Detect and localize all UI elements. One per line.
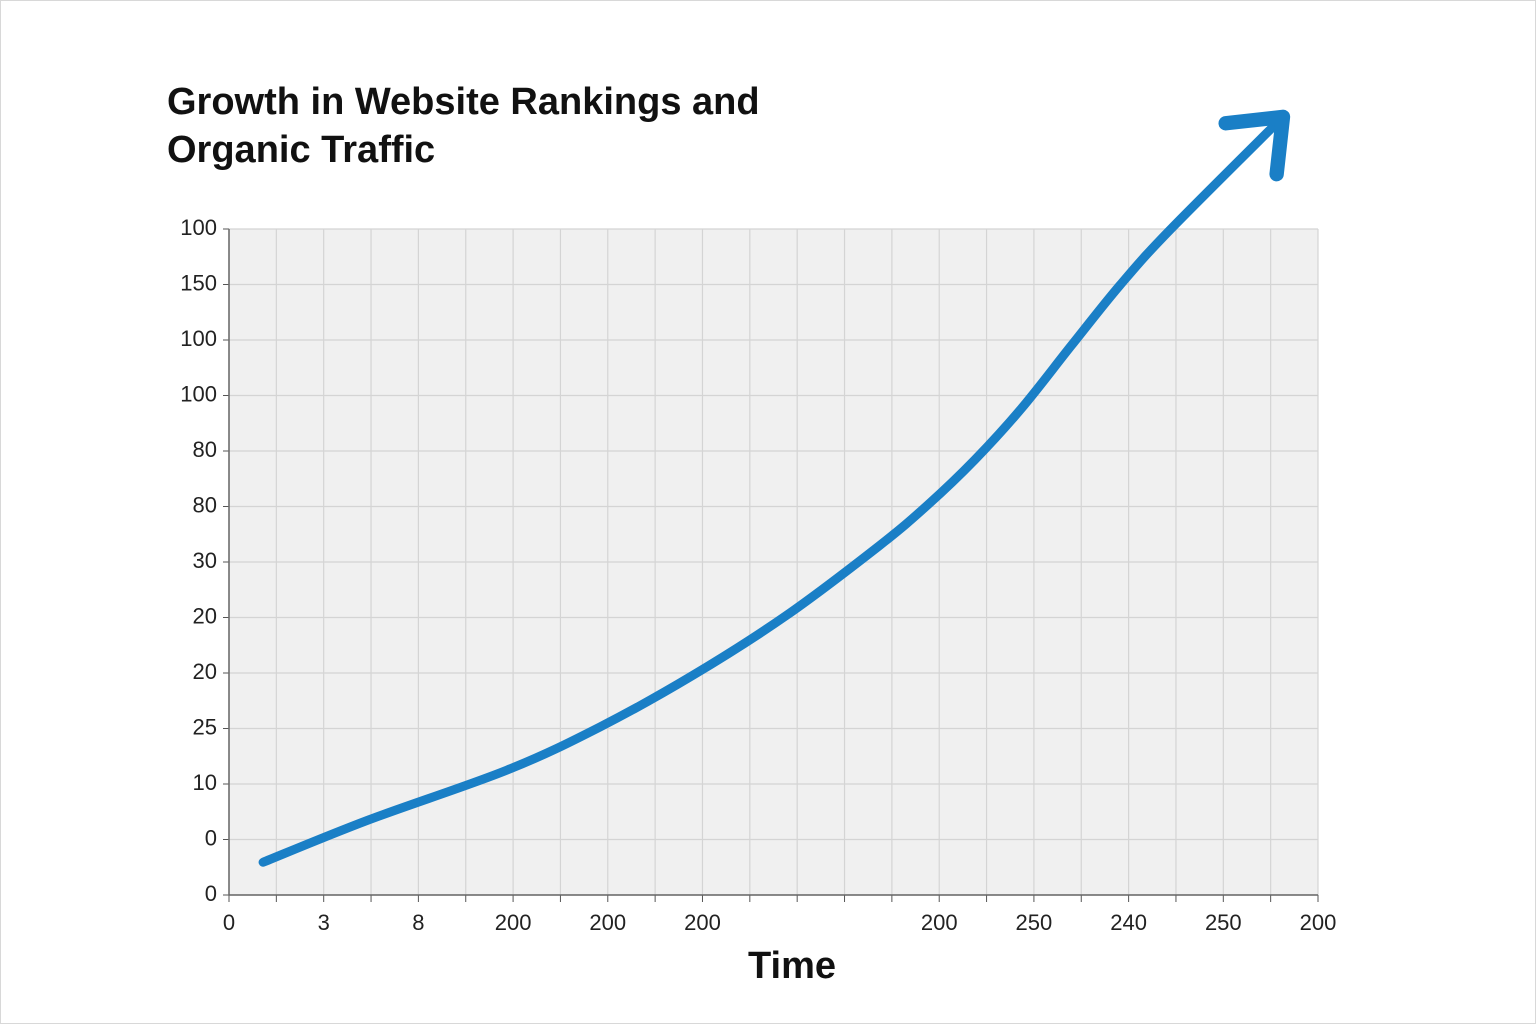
data-line — [258, 109, 1291, 867]
x-tick-label: 240 — [1110, 910, 1147, 935]
y-tick-label: 80 — [193, 437, 217, 462]
y-tick-label: 30 — [193, 548, 217, 573]
x-tick-label: 250 — [1016, 910, 1053, 935]
y-tick-label: 100 — [180, 326, 217, 351]
x-tick-label: 250 — [1205, 910, 1242, 935]
x-tick-label: 3 — [318, 910, 330, 935]
y-tick-label: 10 — [193, 770, 217, 795]
x-tick-label: 200 — [495, 910, 532, 935]
x-tick-label: 200 — [1300, 910, 1337, 935]
x-tick-label: 200 — [684, 910, 721, 935]
x-tick-label: 200 — [589, 910, 626, 935]
y-tick-label: 0 — [205, 825, 217, 850]
x-tick-label: 0 — [223, 910, 235, 935]
y-tick-label: 20 — [193, 603, 217, 628]
chart-title: Growth in Website Rankings and Organic T… — [167, 81, 760, 171]
y-tick-label: 0 — [205, 881, 217, 906]
x-tick-label: 8 — [412, 910, 424, 935]
x-tick-label: 200 — [921, 910, 958, 935]
x-axis-label: Time — [748, 945, 836, 987]
y-tick-label: 100 — [180, 381, 217, 406]
y-tick-label: 20 — [193, 659, 217, 684]
y-tick-label: 25 — [193, 714, 217, 739]
y-tick-label: 100 — [180, 215, 217, 240]
y-tick-label: 150 — [180, 270, 217, 295]
y-tick-label: 80 — [193, 492, 217, 517]
